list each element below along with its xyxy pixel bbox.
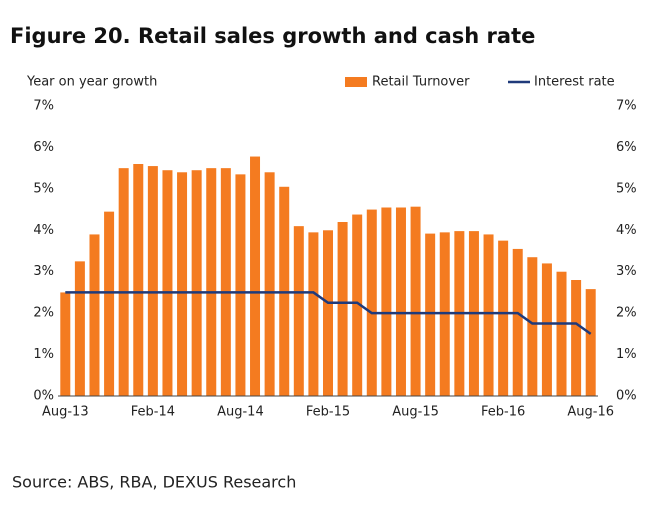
y-tick-label: 2%: [33, 306, 54, 321]
bar: [177, 172, 188, 396]
bar: [250, 156, 261, 396]
bar: [337, 222, 348, 396]
bar: [118, 168, 129, 396]
bar: [541, 263, 552, 396]
y2-tick-label: 0%: [616, 389, 637, 404]
bar: [410, 206, 421, 396]
y2-tick-label: 4%: [616, 223, 637, 238]
bar: [162, 170, 173, 396]
y2-tick-label: 1%: [616, 347, 637, 362]
y2-tick-label: 6%: [616, 140, 637, 155]
bar: [89, 234, 100, 396]
bar: [585, 289, 596, 396]
chart-title: Figure 20. Retail sales growth and cash …: [10, 24, 535, 48]
x-tick-label: Feb-14: [131, 405, 175, 420]
x-tick-label: Aug-16: [567, 405, 614, 420]
bar: [104, 211, 115, 396]
bar: [206, 168, 217, 396]
x-tick-label: Aug-13: [42, 405, 89, 420]
y2-tick-label: 3%: [616, 264, 637, 279]
bar: [60, 292, 71, 396]
y-axis-label: Year on year growth: [26, 75, 157, 90]
y-tick-label: 0%: [33, 389, 54, 404]
bar: [395, 207, 406, 396]
legend-label: Retail Turnover: [372, 75, 470, 90]
bar: [147, 166, 158, 396]
legend-swatch: [345, 77, 367, 87]
bar: [264, 172, 275, 396]
x-tick-label: Feb-16: [481, 405, 525, 420]
bar: [381, 207, 392, 396]
bar: [191, 170, 202, 396]
bar: [323, 230, 333, 396]
bar: [556, 271, 567, 396]
bar: [483, 234, 494, 396]
bar: [293, 226, 304, 396]
y2-tick-label: 2%: [616, 306, 637, 321]
bar: [74, 261, 85, 396]
y-tick-label: 5%: [33, 181, 54, 196]
bar: [366, 209, 377, 396]
bar: [308, 232, 319, 396]
bar: [220, 168, 231, 396]
y2-tick-label: 7%: [616, 99, 637, 114]
y-tick-label: 1%: [33, 347, 54, 362]
line: [65, 291, 592, 335]
bar: [235, 174, 246, 396]
legend-label: Interest rate: [534, 75, 615, 90]
x-tick-label: Aug-14: [217, 405, 264, 420]
bar: [571, 280, 582, 396]
bar: [425, 233, 436, 396]
bar: [527, 257, 538, 396]
x-tick-label: Feb-15: [306, 405, 350, 420]
bar: [512, 248, 523, 396]
y-tick-label: 4%: [33, 223, 54, 238]
bar: [498, 240, 509, 396]
y-tick-label: 6%: [33, 140, 54, 155]
x-tick-label: Aug-15: [392, 405, 439, 420]
y2-tick-label: 5%: [616, 181, 637, 196]
bar: [352, 214, 363, 396]
y-tick-label: 7%: [33, 99, 54, 114]
bar: [133, 164, 144, 396]
source: Source: ABS, RBA, DEXUS Research: [12, 473, 296, 492]
y-tick-label: 3%: [33, 264, 54, 279]
